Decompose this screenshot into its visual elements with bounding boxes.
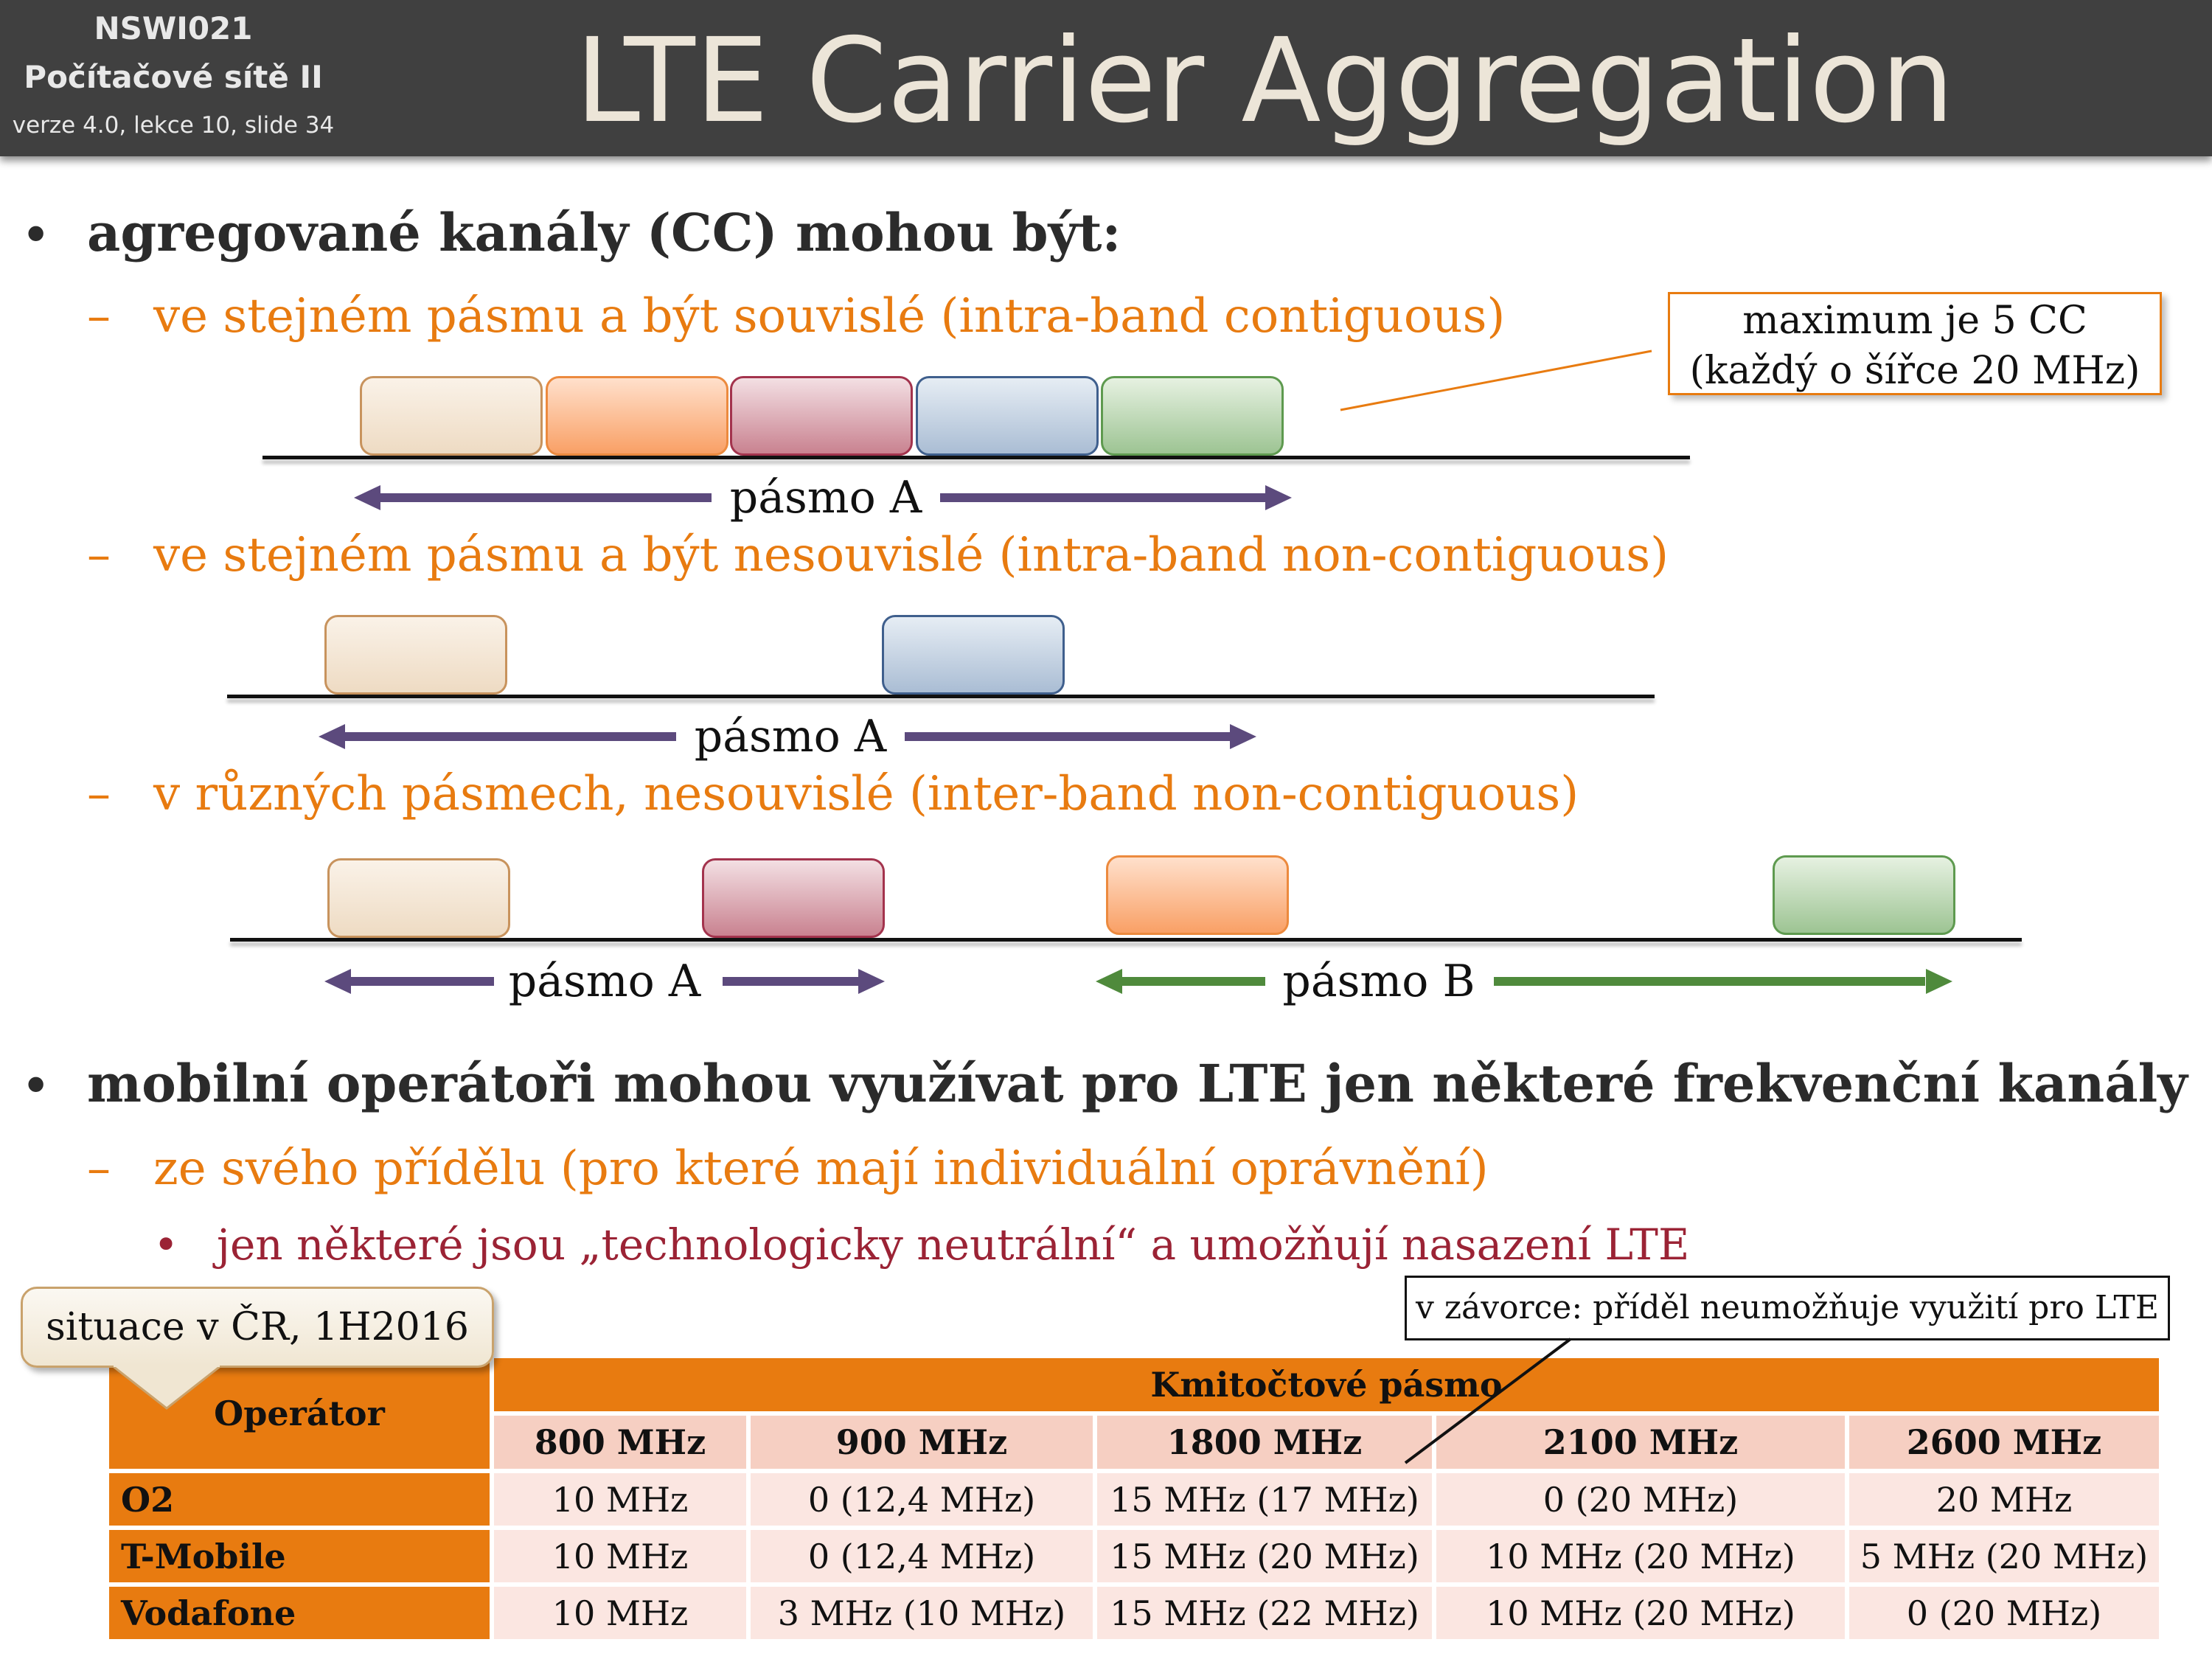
table-row: T-Mobile 10 MHz 0 (12,4 MHz) 15 MHz (20 … <box>109 1530 2159 1582</box>
carrier-block <box>1101 376 1284 456</box>
carrier-block <box>1106 855 1289 935</box>
table-cell: 3 MHz (10 MHz) <box>751 1587 1093 1639</box>
dash-marker: – <box>87 528 111 582</box>
bullet-cc-types: agregované kanály (CC) mohou být: <box>87 202 1121 263</box>
band-b-arrow <box>1096 969 1952 994</box>
band-a-arrow <box>354 485 1292 510</box>
table-cell: 15 MHz (22 MHz) <box>1097 1587 1432 1639</box>
band-a-label: pásmo A <box>508 956 701 1007</box>
operator-name: O2 <box>109 1473 490 1526</box>
band-a-arrow <box>319 724 1256 749</box>
table-cell: 15 MHz (17 MHz) <box>1097 1473 1432 1526</box>
carrier-block <box>1773 855 1955 935</box>
carrier-block <box>882 615 1065 695</box>
carrier-block <box>360 376 543 456</box>
dash-marker: – <box>87 289 111 344</box>
carrier-block <box>327 858 510 938</box>
course-code: NSWI021 <box>94 10 253 46</box>
sub-bullet-intra-contiguous: ve stejném pásmu a být souvislé (intra-b… <box>153 289 1506 344</box>
table-cell: 20 MHz <box>1849 1473 2159 1526</box>
band-a-arrow <box>324 969 885 994</box>
table-row: Vodafone 10 MHz 3 MHz (10 MHz) 15 MHz (2… <box>109 1587 2159 1639</box>
bracket-note-connector <box>1404 1338 1572 1464</box>
frequency-axis <box>230 938 2022 942</box>
table-cell: 0 (12,4 MHz) <box>751 1530 1093 1582</box>
header-band: Kmitočtové pásmo <box>494 1358 2159 1411</box>
column-header: 1800 MHz <box>1097 1416 1432 1469</box>
table-cell: 10 MHz <box>494 1530 746 1582</box>
table-cell: 0 (20 MHz) <box>1849 1587 2159 1639</box>
band-a-label: pásmo A <box>729 472 922 524</box>
course-version: verze 4.0, lekce 10, slide 34 <box>12 112 335 139</box>
slide-header: NSWI021 Počítačové sítě II verze 4.0, le… <box>0 0 2212 156</box>
column-header: 900 MHz <box>751 1416 1093 1469</box>
sub-bullet-allocation: ze svého přídělu (pro které mají individ… <box>153 1141 1489 1196</box>
table-cell: 10 MHz <box>494 1587 746 1639</box>
table-cell: 10 MHz (20 MHz) <box>1436 1587 1845 1639</box>
carrier-block <box>546 376 728 456</box>
column-header: 2100 MHz <box>1436 1416 1845 1469</box>
dash-marker: – <box>87 767 111 821</box>
frequency-axis <box>262 456 1690 459</box>
band-b-label: pásmo B <box>1282 956 1475 1007</box>
table-cell: 10 MHz (20 MHz) <box>1436 1530 1845 1582</box>
table-cell: 0 (12,4 MHz) <box>751 1473 1093 1526</box>
frequency-axis <box>227 695 1655 698</box>
situation-callout-pointer <box>111 1366 223 1410</box>
dash-marker: – <box>87 1141 111 1196</box>
carrier-block <box>324 615 507 695</box>
sub-bullet-inter-noncontiguous: v různých pásmech, nesouvislé (inter-ban… <box>153 767 1579 821</box>
operator-name: Vodafone <box>109 1587 490 1639</box>
table-cell: 0 (20 MHz) <box>1436 1473 1845 1526</box>
carrier-block <box>916 376 1099 456</box>
bullet-operators: mobilní operátoři mohou využívat pro LTE… <box>87 1053 2188 1114</box>
max-cc-note-line2: (každý o šířce 20 MHz) <box>1689 349 2140 393</box>
operator-name: T-Mobile <box>109 1530 490 1582</box>
table-row: O2 10 MHz 0 (12,4 MHz) 15 MHz (17 MHz) 0… <box>109 1473 2159 1526</box>
callout-connector <box>1340 349 1652 411</box>
column-header: 800 MHz <box>494 1416 746 1469</box>
frequency-table: Operátor Kmitočtové pásmo 800 MHz 900 MH… <box>105 1354 2163 1644</box>
table-cell: 15 MHz (20 MHz) <box>1097 1530 1432 1582</box>
bracket-note: v závorce: příděl neumožňuje využití pro… <box>1405 1276 2170 1340</box>
bullet-marker: • <box>21 205 52 265</box>
slide-title: LTE Carrier Aggregation <box>575 13 1955 149</box>
carrier-block <box>702 858 885 938</box>
sub-bullet-intra-noncontiguous: ve stejném pásmu a být nesouvislé (intra… <box>153 528 1669 582</box>
max-cc-note: maximum je 5 CC (každý o šířce 20 MHz) <box>1668 292 2162 395</box>
carrier-block <box>730 376 913 456</box>
sub-sub-bullet-neutral: jen některé jsou „technologicky neutráln… <box>217 1220 1690 1270</box>
bullet-marker: • <box>153 1220 179 1270</box>
table-cell: 5 MHz (20 MHz) <box>1849 1530 2159 1582</box>
band-a-label: pásmo A <box>694 711 887 762</box>
bullet-marker: • <box>21 1056 52 1116</box>
max-cc-note-line1: maximum je 5 CC <box>1742 299 2087 343</box>
situation-callout: situace v ČR, 1H2016 <box>21 1287 494 1368</box>
table-cell: 10 MHz <box>494 1473 746 1526</box>
course-name: Počítačové sítě II <box>24 59 323 95</box>
column-header: 2600 MHz <box>1849 1416 2159 1469</box>
